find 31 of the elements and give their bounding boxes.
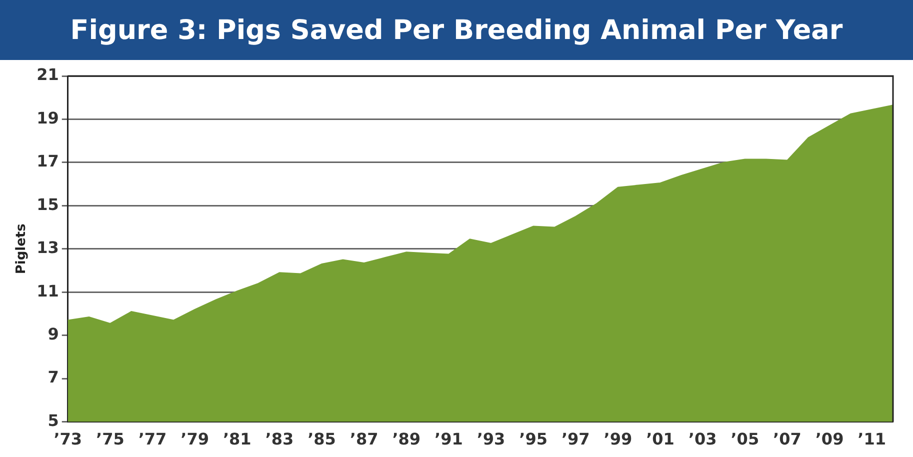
x-tick-label: ’07	[773, 430, 802, 449]
x-tick-label: ’77	[138, 430, 167, 449]
x-tick-label: ’79	[180, 430, 209, 449]
x-tick-label: ’89	[392, 430, 421, 449]
x-tick-label: ’99	[604, 430, 632, 449]
chart-title: Figure 3: Pigs Saved Per Breeding Animal Per Year	[0, 0, 913, 60]
x-tick-label: ’91	[434, 430, 463, 449]
x-tick-label: ’75	[96, 430, 124, 449]
y-tick-label: 5	[48, 410, 59, 430]
x-tick-label: ’73	[54, 430, 82, 449]
x-tick-label: ’81	[222, 430, 252, 449]
y-tick-label: 13	[36, 238, 59, 258]
y-tick-label: 15	[36, 194, 59, 214]
y-tick-label: 19	[36, 108, 59, 128]
y-tick-label: 21	[36, 65, 59, 84]
y-tick-label: 9	[48, 324, 59, 344]
y-tick-label: 7	[48, 368, 59, 387]
x-tick-label: ’93	[476, 430, 506, 449]
x-tick-label: ’83	[265, 430, 294, 449]
y-tick-label: 17	[36, 152, 59, 171]
x-tick-label: ’11	[858, 430, 886, 449]
x-tick-label: ’05	[730, 430, 760, 449]
x-tick-label: ’85	[308, 430, 336, 449]
y-tick-label: 11	[36, 281, 59, 300]
x-tick-label: ’87	[350, 430, 378, 449]
x-tick-label: ’09	[815, 430, 844, 449]
x-tick-label: ’03	[688, 430, 717, 449]
x-tick-label: ’95	[519, 430, 548, 449]
y-axis-title: Piglets	[14, 223, 30, 274]
x-tick-label: ’01	[646, 430, 674, 449]
x-tick-label: ’97	[561, 430, 590, 449]
